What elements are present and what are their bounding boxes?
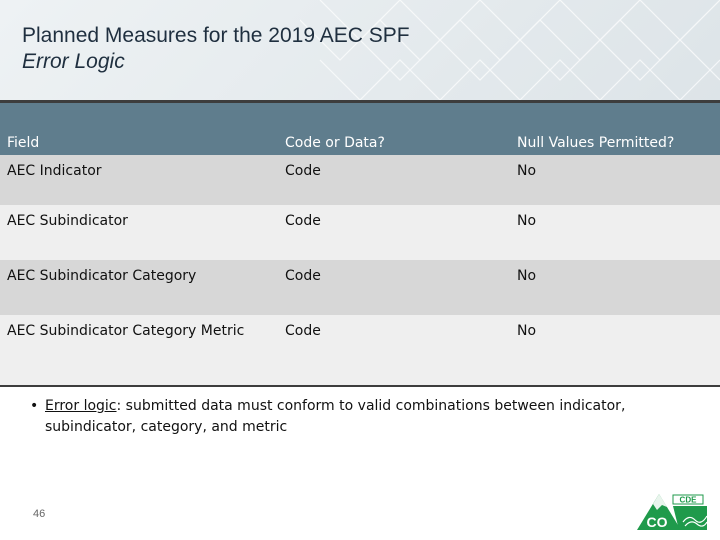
logo-main-text: CO [647,514,668,530]
table-row: AEC Subindicator Category Metric Code No [0,315,720,385]
cell-field: AEC Subindicator [7,213,128,229]
table-bottom-rule [0,385,720,387]
table-top-rule [0,100,720,103]
cell-code-or-data: Code [285,268,321,284]
cell-null-values: No [517,323,537,339]
cell-null-values: No [517,213,537,229]
table-row: AEC Subindicator Code No [0,205,720,260]
cell-field: AEC Indicator [7,163,102,179]
header-pattern-icon [300,0,720,100]
cell-code-or-data: Code [285,163,321,179]
bullet-term: Error logic [45,398,117,414]
header-null-values: Null Values Permitted? [517,135,675,151]
cell-null-values: No [517,163,537,179]
header-code-or-data: Code or Data? [285,135,385,151]
cde-logo-icon: CDE CO [637,494,708,530]
cell-code-or-data: Code [285,213,321,229]
bullet-marker: • [30,398,39,414]
table-row: AEC Subindicator Category Code No [0,260,720,315]
table-row: AEC Indicator Code No [0,155,720,205]
logo-top-text: CDE [680,496,698,505]
slide-header: Planned Measures for the 2019 AEC SPF Er… [0,0,720,100]
bullet-text: Error logic: submitted data must conform… [45,396,670,438]
cell-field: AEC Subindicator Category [7,268,197,284]
cell-null-values: No [517,268,537,284]
cell-code-or-data: Code [285,323,321,339]
bullet-description: : submitted data must conform to valid c… [45,398,626,435]
measures-table-container: Field Code or Data? Null Values Permitte… [0,100,720,387]
bullet-item: • Error logic: submitted data must confo… [30,396,670,438]
cell-field: AEC Subindicator Category Metric [7,323,245,339]
slide-subtitle: Error Logic [22,50,125,73]
slide-title: Planned Measures for the 2019 AEC SPF [22,24,410,47]
header-field: Field [7,135,40,151]
measures-table: Field Code or Data? Null Values Permitte… [0,103,720,385]
page-number: 46 [33,508,46,520]
table-header-row: Field Code or Data? Null Values Permitte… [0,103,720,155]
